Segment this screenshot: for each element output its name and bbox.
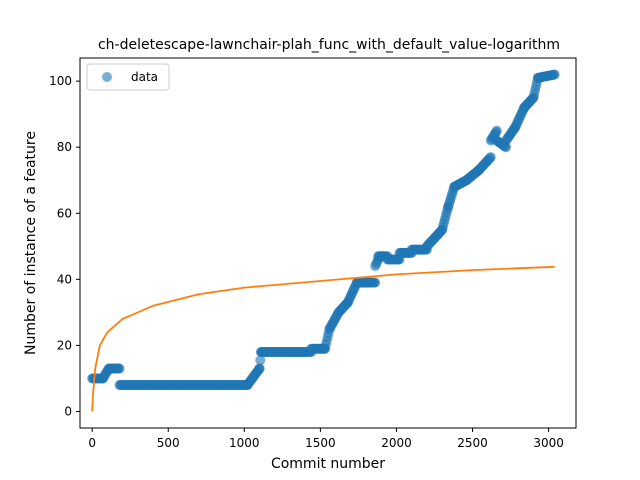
data-point <box>370 277 381 288</box>
y-tick-label: 0 <box>64 404 72 418</box>
data-point <box>255 355 266 366</box>
x-tick-label: 2500 <box>457 436 488 450</box>
chart-title: ch-deletescape-lawnchair-plah_func_with_… <box>98 37 560 53</box>
data-point <box>549 69 560 80</box>
x-tick-label: 500 <box>157 436 180 450</box>
y-tick-label: 60 <box>57 206 72 220</box>
legend-box <box>86 63 170 91</box>
fit-line <box>91 265 555 412</box>
axes-frame <box>79 57 577 429</box>
axis-ticks: 0 500 1000 1500 2000 2500 3000 0 20 40 60 80 100 <box>49 74 564 450</box>
legend-marker-data <box>102 72 112 82</box>
x-axis-label: Commit number <box>271 456 385 472</box>
x-tick-label: 1000 <box>229 436 260 450</box>
series-data <box>87 69 560 391</box>
y-axis-label: Number of instance of a feature <box>23 131 39 355</box>
x-tick-label: 0 <box>88 436 96 450</box>
data-point <box>485 152 496 163</box>
x-tick-label: 1500 <box>305 436 336 450</box>
data-point <box>254 363 265 374</box>
y-tick-label: 40 <box>57 272 72 286</box>
data-point <box>114 363 125 374</box>
plot-area <box>87 69 560 412</box>
y-tick-label: 80 <box>57 140 72 154</box>
x-tick-label: 2000 <box>381 436 412 450</box>
y-tick-label: 20 <box>57 338 72 352</box>
legend: data <box>86 63 170 91</box>
x-tick-label: 3000 <box>533 436 564 450</box>
legend-label-data: data <box>131 70 158 84</box>
data-point <box>491 125 502 136</box>
y-tick-label: 100 <box>49 74 72 88</box>
